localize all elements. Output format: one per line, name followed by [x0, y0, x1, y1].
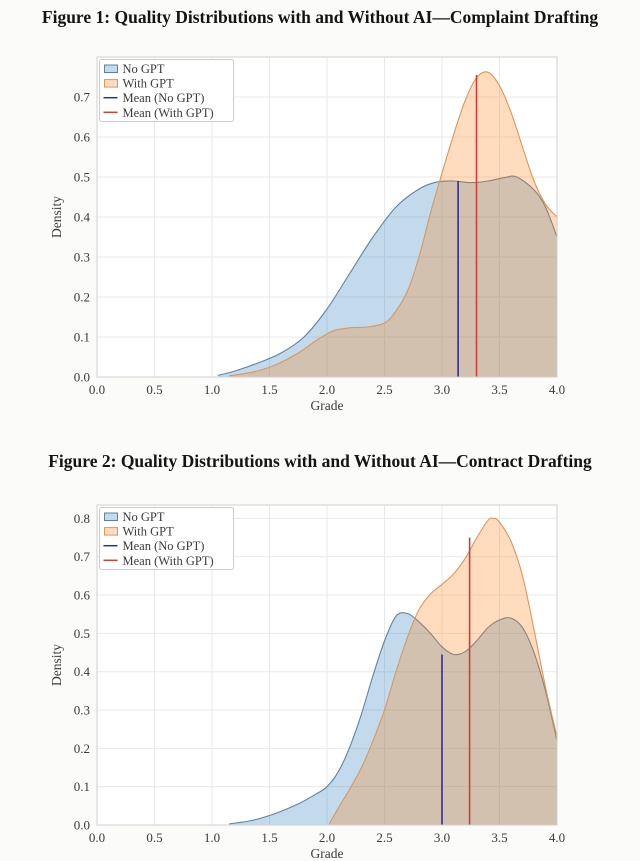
y-tick-label: 0.5	[74, 170, 90, 185]
figure-1-density-chart: 0.0 0.5 1.0 1.5 2.0 2.5 3.0 3.5 4.0 Grade 0.0 0.1 0.…	[49, 56, 565, 413]
x-tick-label: 4.0	[549, 382, 565, 397]
no-gpt-swatch	[104, 64, 118, 73]
x-tick-label: 2.0	[319, 382, 335, 397]
legend-label-no-gpt: No GPT	[123, 510, 165, 524]
legend-item: With GPT	[104, 77, 175, 91]
legend-label-mean-with-gpt: Mean (With GPT)	[123, 106, 214, 120]
legend-item: Mean (With GPT)	[103, 106, 214, 120]
legend-box	[99, 59, 234, 122]
x-tick-label: 3.0	[434, 382, 450, 397]
legend-item: Mean (No GPT)	[103, 539, 205, 553]
y-axis-label: Density	[49, 644, 64, 686]
x-tick-label: 2.5	[376, 830, 392, 845]
y-tick-label: 0.3	[74, 703, 90, 718]
legend-item: Mean (No GPT)	[103, 91, 205, 105]
x-tick-label: 0.0	[89, 382, 105, 397]
y-tick-label: 0.0	[74, 818, 90, 833]
with-gpt-swatch	[104, 79, 118, 88]
x-tick-label: 1.0	[204, 830, 220, 845]
legend-label-no-gpt: No GPT	[123, 62, 165, 76]
legend-label-mean-with-gpt: Mean (With GPT)	[123, 554, 214, 568]
plot-border	[96, 56, 558, 378]
x-tick-label: 0.0	[89, 830, 105, 845]
no-gpt-curve	[229, 612, 558, 825]
legend-label-with-gpt: With GPT	[123, 77, 175, 91]
no-gpt-swatch	[104, 512, 118, 521]
y-tick-label: 0.0	[74, 370, 90, 385]
y-tick-label: 0.6	[74, 588, 91, 603]
with-gpt-area	[229, 71, 558, 377]
legend-item: No GPT	[104, 510, 165, 524]
figure-1-title: Figure 1: Quality Distributions with and…	[41, 7, 599, 27]
y-tick-label: 0.4	[74, 210, 91, 225]
y-tick-label: 0.7	[74, 90, 91, 105]
x-tick-label: 2.0	[319, 830, 335, 845]
no-gpt-area	[217, 176, 558, 377]
y-tick-label: 0.3	[74, 250, 90, 265]
y-tick-label: 0.1	[74, 330, 90, 345]
x-tick-label: 3.0	[434, 830, 450, 845]
plot-border	[96, 504, 558, 826]
x-tick-label: 1.5	[261, 382, 277, 397]
y-tick-label: 0.7	[74, 549, 91, 564]
figure-2-density-chart: 0.0 0.5 1.0 1.5 2.0 2.5 3.0 3.5 4.0 Grade 0.0 0.1 0.…	[49, 504, 565, 861]
y-tick-label: 0.5	[74, 626, 90, 641]
y-tick-label: 0.6	[74, 130, 91, 145]
x-tick-label: 1.0	[204, 382, 220, 397]
x-tick-label: 0.5	[146, 382, 162, 397]
x-axis-label: Grade	[311, 398, 344, 413]
y-tick-label: 0.2	[74, 741, 90, 756]
with-gpt-area	[329, 517, 557, 825]
y-axis-label: Density	[49, 196, 64, 238]
x-tick-label: 0.5	[146, 830, 162, 845]
no-gpt-area	[229, 612, 558, 825]
x-tick-label: 3.5	[491, 830, 507, 845]
x-axis-label: Grade	[311, 846, 344, 861]
legend-item: With GPT	[104, 525, 175, 539]
legend-label-with-gpt: With GPT	[123, 525, 175, 539]
x-tick-label: 4.0	[549, 830, 565, 845]
legend-item: Mean (With GPT)	[103, 554, 214, 568]
x-tick-label: 1.5	[261, 830, 277, 845]
x-tick-label: 3.5	[491, 382, 507, 397]
with-gpt-swatch	[104, 527, 118, 536]
y-tick-label: 0.2	[74, 290, 90, 305]
y-tick-label: 0.1	[74, 779, 90, 794]
with-gpt-curve	[328, 517, 558, 825]
legend-item: No GPT	[104, 62, 165, 76]
figure-2-title: Figure 2: Quality Distributions with and…	[48, 451, 592, 471]
x-tick-label: 2.5	[376, 382, 392, 397]
no-gpt-curve	[217, 175, 558, 376]
y-tick-label: 0.8	[74, 511, 90, 526]
y-tick-label: 0.4	[74, 664, 91, 679]
legend-box	[99, 507, 234, 570]
with-gpt-curve	[229, 71, 558, 377]
legend-label-mean-no-gpt: Mean (No GPT)	[123, 91, 205, 105]
legend-label-mean-no-gpt: Mean (No GPT)	[123, 539, 205, 553]
